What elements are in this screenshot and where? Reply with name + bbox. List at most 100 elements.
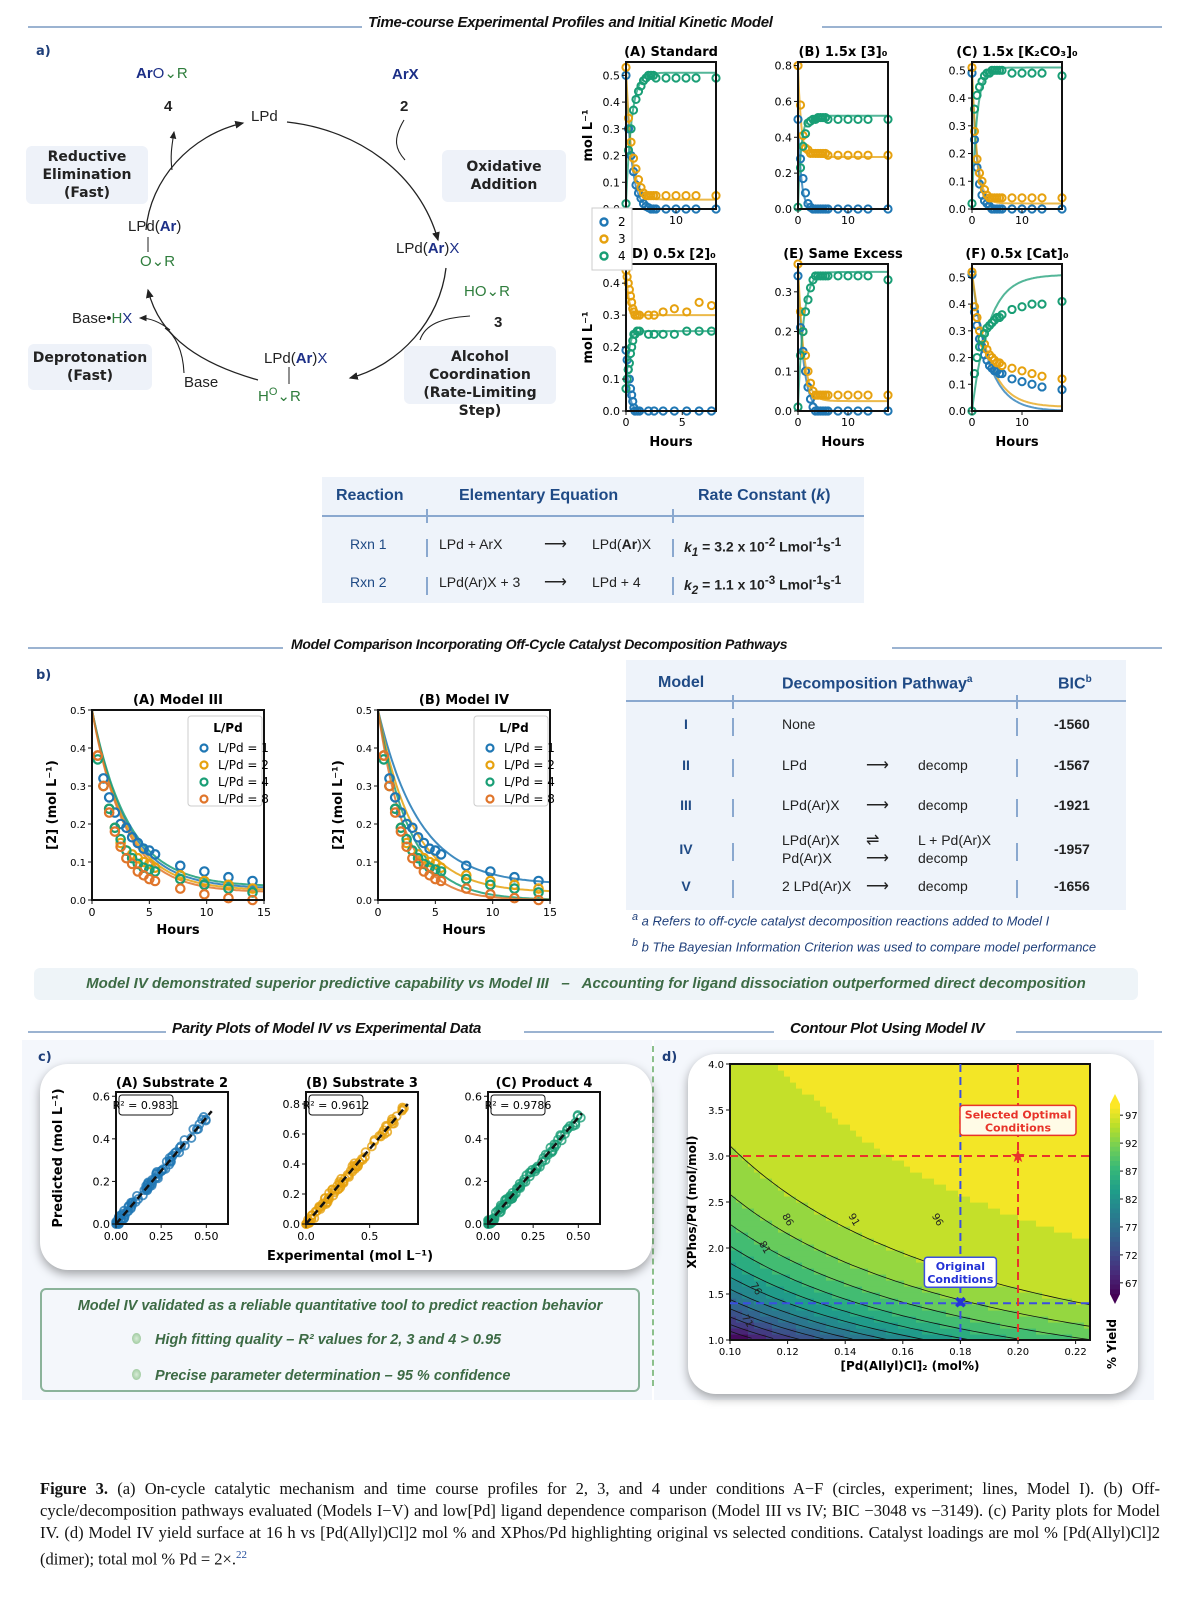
validation-title: Model IV validated as a reliable quantit…: [77, 1298, 603, 1314]
heatmap-cell: [808, 1166, 815, 1173]
data-point-s4: [669, 329, 679, 339]
heatmap-cell: [928, 1106, 935, 1113]
heatmap-cell: [880, 1124, 887, 1131]
pathway-reactant: None: [782, 716, 816, 732]
heatmap-cell: [826, 1250, 833, 1257]
heatmap-cell: [820, 1274, 827, 1281]
heatmap-cell: [808, 1226, 815, 1233]
heatmap-cell: [1030, 1232, 1037, 1239]
heatmap-cell: [994, 1298, 1001, 1305]
heatmap-cell: [1012, 1280, 1019, 1287]
heatmap-cell: [754, 1304, 761, 1311]
heatmap-cell: [1042, 1100, 1049, 1107]
heatmap-cell: [970, 1172, 977, 1179]
heatmap-cell: [1042, 1208, 1049, 1215]
heatmap-cell: [904, 1118, 911, 1125]
heatmap-cell: [1042, 1226, 1049, 1233]
heatmap-cell: [814, 1238, 821, 1245]
heatmap-cell: [988, 1292, 995, 1299]
heatmap-cell: [1024, 1154, 1031, 1161]
heatmap-cell: [796, 1166, 803, 1173]
heatmap-cell: [928, 1250, 935, 1257]
heatmap-cell: [754, 1238, 761, 1245]
data-point-s4: [795, 350, 806, 360]
heatmap-cell: [946, 1304, 953, 1311]
heatmap-cell: [748, 1238, 755, 1245]
heatmap-cell: [892, 1112, 899, 1119]
heatmap-cell: [850, 1184, 857, 1191]
heatmap-cell: [1066, 1280, 1073, 1287]
x-tick-label: 10: [841, 214, 855, 227]
heatmap-cell: [1036, 1160, 1043, 1167]
heatmap-cell: [1024, 1262, 1031, 1269]
heatmap-cell: [802, 1172, 809, 1179]
heatmap-cell: [892, 1292, 899, 1299]
heatmap-cell: [760, 1286, 767, 1293]
heatmap-cell: [826, 1304, 833, 1311]
heatmap-cell: [988, 1154, 995, 1161]
heatmap-cell: [970, 1310, 977, 1317]
heatmap-cell: [736, 1202, 743, 1209]
heatmap-cell: [796, 1226, 803, 1233]
heatmap-cell: [904, 1070, 911, 1077]
heatmap-cell: [838, 1076, 845, 1083]
bic-value: -1921: [1054, 797, 1090, 813]
heatmap-cell: [898, 1256, 905, 1263]
heatmap-cell: [916, 1226, 923, 1233]
heatmap-cell: [1012, 1100, 1019, 1107]
equation-rhs: LPd + 4: [592, 574, 641, 590]
heatmap-cell: [1078, 1316, 1085, 1323]
y-tick-label: 0.1: [949, 378, 967, 391]
heatmap-cell: [952, 1160, 959, 1167]
heatmap-cell: [952, 1226, 959, 1233]
heatmap-cell: [1084, 1064, 1091, 1071]
col-divider: [732, 759, 734, 777]
x-axis-label: Hours: [442, 923, 485, 938]
heatmap-cell: [892, 1268, 899, 1275]
heatmap-cell: [766, 1184, 773, 1191]
heatmap-cell: [1066, 1190, 1073, 1197]
heatmap-cell: [820, 1310, 827, 1317]
heatmap-cell: [832, 1100, 839, 1107]
heatmap-cell: [1060, 1238, 1067, 1245]
heatmap-cell: [742, 1142, 749, 1149]
colorbar-cell: [1110, 1275, 1120, 1281]
heatmap-cell: [868, 1124, 875, 1131]
heatmap-cell: [952, 1328, 959, 1335]
heatmap-cell: [1054, 1154, 1061, 1161]
heatmap-cell: [976, 1064, 983, 1071]
heatmap-cell: [898, 1196, 905, 1203]
heatmap-cell: [1066, 1178, 1073, 1185]
footnote-a: a a Refers to off-cycle catalyst decompo…: [632, 911, 1050, 929]
heatmap-cell: [910, 1322, 917, 1329]
heatmap-cell: [976, 1076, 983, 1083]
heatmap-cell: [862, 1316, 869, 1323]
heatmap-cell: [952, 1154, 959, 1161]
heatmap-cell: [988, 1148, 995, 1155]
heatmap-cell: [868, 1148, 875, 1155]
heatmap-cell: [964, 1190, 971, 1197]
heatmap-cell: [880, 1160, 887, 1167]
heatmap-cell: [934, 1082, 941, 1089]
heatmap-cell: [796, 1292, 803, 1299]
heatmap-cell: [964, 1286, 971, 1293]
data-point-s3: [853, 390, 863, 400]
heatmap-cell: [886, 1064, 893, 1071]
heatmap-cell: [1000, 1310, 1007, 1317]
heatmap-cell: [826, 1166, 833, 1173]
heatmap-cell: [1000, 1064, 1007, 1071]
heatmap-cell: [844, 1100, 851, 1107]
y-tick-label: 0.0: [949, 405, 967, 418]
heatmap-cell: [952, 1214, 959, 1221]
heatmap-cell: [928, 1202, 935, 1209]
heatmap-cell: [856, 1148, 863, 1155]
heatmap-cell: [988, 1160, 995, 1167]
data-point-s4: [803, 295, 813, 305]
heatmap-cell: [1084, 1208, 1091, 1215]
heatmap-cell: [946, 1292, 953, 1299]
heatmap-cell: [1024, 1226, 1031, 1233]
heatmap-cell: [1072, 1178, 1079, 1185]
heatmap-cell: [784, 1130, 791, 1137]
heatmap-cell: [928, 1190, 935, 1197]
heatmap-cell: [994, 1286, 1001, 1293]
